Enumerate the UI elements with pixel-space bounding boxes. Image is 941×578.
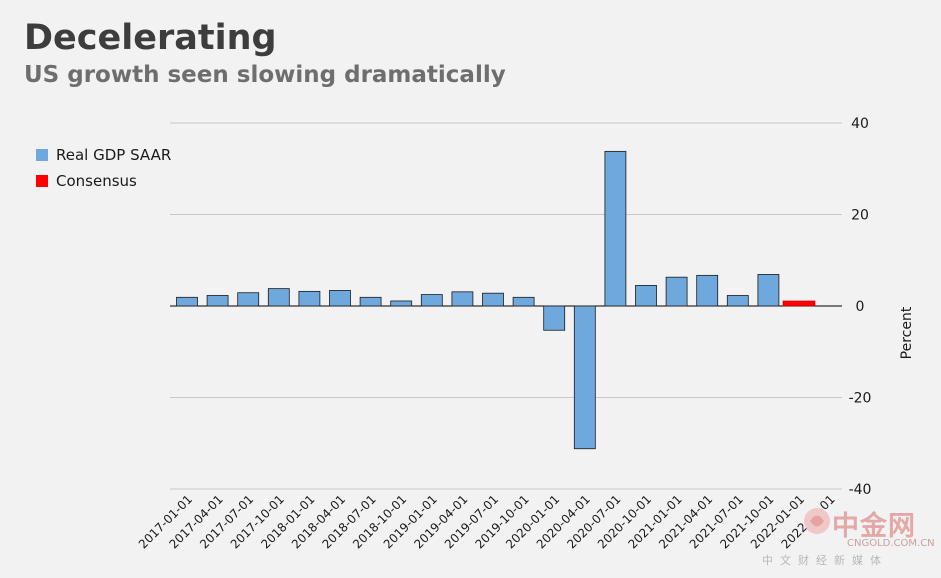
legend-label-gdp: Real GDP SAAR	[56, 146, 172, 164]
consensus-bar	[782, 300, 816, 307]
gdp-bar	[512, 296, 535, 307]
gdp-bar	[206, 295, 229, 307]
gdp-bar	[482, 292, 504, 307]
watermark-brand: 中金网	[832, 511, 916, 542]
legend-swatch-consensus	[36, 175, 48, 187]
gdp-bar	[696, 274, 719, 307]
y-tick-label: 20	[851, 208, 869, 224]
y-tick-label: -40	[849, 482, 872, 498]
gdp-bar	[451, 291, 474, 307]
chart-title: Decelerating	[24, 18, 277, 58]
y-tick-label: 40	[851, 116, 869, 132]
gdp-bar	[604, 150, 627, 307]
watermark: 中金网 CNGOLD.COM.CN 中文财经新媒体	[762, 504, 935, 570]
gdp-bar	[298, 290, 321, 307]
gdp-bar	[359, 296, 382, 307]
gdp-bar	[176, 296, 198, 307]
gdp-bar	[543, 305, 566, 331]
legend-swatch-gdp	[36, 149, 48, 161]
chart-subtitle: US growth seen slowing dramatically	[24, 62, 506, 88]
gdp-bar	[329, 290, 351, 307]
watermark-domain: CNGOLD.COM.CN	[847, 538, 935, 549]
gdp-bar	[390, 300, 413, 307]
gdp-bar	[635, 285, 657, 307]
legend-item-consensus: Consensus	[36, 168, 171, 194]
gdp-bar	[420, 294, 443, 307]
gdp-bar	[726, 295, 749, 307]
watermark-tagline: 中文财经新媒体	[762, 554, 888, 567]
legend-item-gdp: Real GDP SAAR	[36, 142, 171, 168]
gdp-bar	[267, 288, 290, 307]
watermark-logo-icon	[804, 508, 830, 534]
y-tick-label: -20	[849, 391, 872, 407]
gdp-bar	[757, 274, 780, 307]
gdp-bar	[573, 305, 596, 450]
gdp-bar	[665, 276, 688, 307]
y-tick-label: 0	[856, 299, 865, 315]
gdp-bar	[237, 292, 260, 307]
y-axis-label: Percent	[899, 306, 915, 359]
legend-label-consensus: Consensus	[56, 172, 137, 190]
legend: Real GDP SAAR Consensus	[36, 142, 171, 194]
